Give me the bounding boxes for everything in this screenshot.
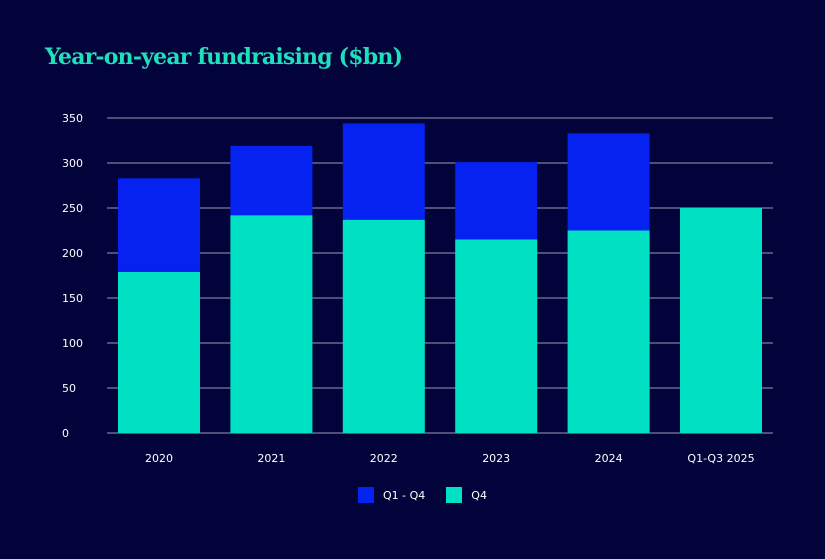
legend-label: Q1 - Q4 — [383, 488, 426, 502]
x-tick-label: Q1-Q3 2025 — [687, 452, 754, 465]
y-tick-label: 200 — [62, 247, 83, 260]
bar-segment-2020-s1 — [118, 178, 200, 272]
x-tick-label: 2023 — [482, 452, 510, 465]
bar-segment-2021-s0 — [230, 215, 313, 433]
x-tick-label: 2020 — [145, 452, 173, 465]
x-tick-label: 2022 — [370, 452, 398, 465]
y-tick-label: 300 — [62, 157, 83, 170]
bar-segment-2024-s1 — [567, 133, 650, 231]
y-tick-label: 50 — [62, 382, 76, 395]
legend-label: Q4 — [471, 488, 487, 502]
x-tick-label: 2021 — [257, 452, 285, 465]
bar-segment-q1-q3-2025-s0 — [680, 208, 762, 433]
legend-swatch — [358, 487, 374, 503]
chart-title: Year-on-year fundraising ($bn) — [45, 44, 403, 70]
bar-segment-2023-s1 — [455, 162, 538, 240]
bar-segment-2023-s0 — [455, 239, 538, 433]
y-tick-label: 0 — [62, 427, 69, 440]
bar-segment-2022-s0 — [342, 219, 425, 433]
x-tick-label: 2024 — [595, 452, 623, 465]
y-tick-label: 100 — [62, 337, 83, 350]
legend-item-q4: Q4 — [446, 487, 487, 503]
y-tick-label: 350 — [62, 112, 83, 125]
legend-swatch — [446, 487, 463, 503]
legend-item-q1-q4: Q1 - Q4 — [358, 487, 425, 503]
bar-segment-2021-s1 — [230, 145, 313, 216]
bar-segment-2020-s0 — [118, 271, 200, 433]
legend: Q1 - Q4 Q4 — [358, 487, 508, 503]
y-tick-label: 250 — [62, 202, 83, 215]
bar-segment-2024-s0 — [567, 230, 650, 433]
y-tick-label: 150 — [62, 292, 83, 305]
bar-segment-2022-s1 — [342, 123, 425, 220]
